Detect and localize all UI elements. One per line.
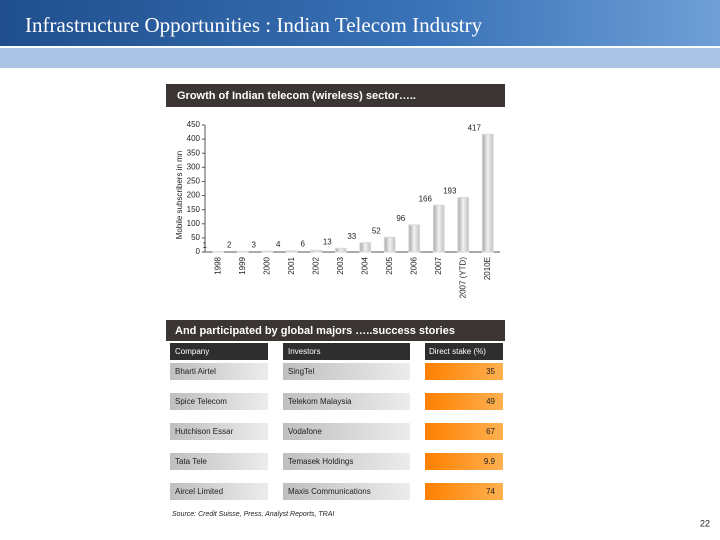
y-tick-label: 300 <box>187 162 201 171</box>
x-tick-label: 2007 <box>434 256 443 274</box>
value-label: 2 <box>227 241 232 250</box>
value-label: 6 <box>301 239 306 248</box>
y-tick-label: 400 <box>187 134 201 143</box>
slide-title: Infrastructure Opportunities : Indian Te… <box>25 13 483 37</box>
cell <box>425 423 503 440</box>
x-tick-label: 2010E <box>483 257 492 280</box>
value-label: 33 <box>347 232 356 241</box>
bar <box>432 204 445 253</box>
y-tick-label: 250 <box>187 177 201 186</box>
x-tick-label: 1998 <box>213 256 222 274</box>
bar <box>359 242 372 253</box>
value-label: 1 <box>203 241 208 250</box>
bar <box>334 247 347 253</box>
chart-header <box>166 84 505 107</box>
cell-text: 74 <box>486 487 495 496</box>
x-tick-label: 2001 <box>287 256 296 274</box>
cell-text: Vodafone <box>288 427 322 436</box>
header-text: Company <box>175 347 209 356</box>
cell <box>170 363 268 380</box>
table-header <box>166 320 505 341</box>
x-tick-label: 2007 (YTD) <box>458 257 467 299</box>
page-number: 22 <box>700 518 710 528</box>
y-tick-label: 50 <box>191 233 200 242</box>
header-text: Direct stake (%) <box>429 347 486 356</box>
cell <box>283 363 410 380</box>
cell-text: 49 <box>486 397 495 406</box>
y-axis-title: Mobile subscribers in mn <box>175 151 184 239</box>
cell-text: Spice Telecom <box>175 397 227 406</box>
bar <box>383 236 396 253</box>
cell <box>170 483 268 500</box>
x-tick-label: 2000 <box>262 256 271 274</box>
x-tick-label: 2003 <box>336 256 345 274</box>
y-tick-label: 150 <box>187 205 201 214</box>
header-cell <box>170 343 268 360</box>
title-band <box>0 48 720 68</box>
cell <box>170 423 268 440</box>
cell <box>170 453 268 470</box>
cell-text: Aircel Limited <box>175 487 223 496</box>
cell-text: 35 <box>486 367 495 376</box>
header-text: Investors <box>288 347 320 356</box>
cell-text: Temasek Holdings <box>288 457 353 466</box>
cell <box>425 363 503 380</box>
value-label: 193 <box>443 187 457 196</box>
cell-text: 9.9 <box>484 457 496 466</box>
y-tick-label: 450 <box>187 120 201 129</box>
cell-text: Telekom Malaysia <box>288 397 352 406</box>
cell <box>425 453 503 470</box>
bar <box>481 133 494 253</box>
value-label: 417 <box>468 123 482 132</box>
cell-text: Tata Tele <box>175 457 207 466</box>
value-label: 166 <box>419 194 433 203</box>
x-tick-label: 2004 <box>360 256 369 274</box>
source: Source: Credit Suisse, Press, Analyst Re… <box>172 511 334 518</box>
cell <box>283 393 410 410</box>
cell-text: Hutchison Essar <box>175 427 234 436</box>
bar <box>457 197 470 253</box>
cell <box>425 393 503 410</box>
value-label: 3 <box>252 240 257 249</box>
x-tick-label: 2005 <box>385 256 394 274</box>
y-tick-label: 100 <box>187 219 201 228</box>
y-tick-label: 350 <box>187 148 201 157</box>
header-cell <box>283 343 410 360</box>
cell-text: Maxis Communications <box>288 487 371 496</box>
cell-text: 67 <box>486 427 495 436</box>
cell <box>283 453 410 470</box>
bar <box>261 250 274 253</box>
x-tick-label: 1999 <box>238 256 247 274</box>
cell <box>283 423 410 440</box>
y-tick-label: 200 <box>187 191 201 200</box>
header-cell <box>425 343 503 360</box>
y-tick-label: 0 <box>196 247 201 256</box>
bar <box>310 249 323 253</box>
value-label: 4 <box>276 240 281 249</box>
table-title: And participated by global majors …..suc… <box>175 325 455 337</box>
chart-title: Growth of Indian telecom (wireless) sect… <box>177 90 416 102</box>
cell-text: SingTel <box>288 367 314 376</box>
cell <box>283 483 410 500</box>
x-tick-label: 2002 <box>311 256 320 274</box>
title-bar <box>0 0 720 46</box>
bar <box>408 224 421 253</box>
bar <box>236 250 249 253</box>
value-label: 96 <box>396 214 405 223</box>
cell <box>425 483 503 500</box>
x-tick-label: 2006 <box>409 256 418 274</box>
cell <box>170 393 268 410</box>
value-label: 13 <box>323 237 332 246</box>
value-label: 52 <box>372 226 381 235</box>
bar <box>285 250 298 253</box>
cell-text: Bharti Airtel <box>175 367 216 376</box>
